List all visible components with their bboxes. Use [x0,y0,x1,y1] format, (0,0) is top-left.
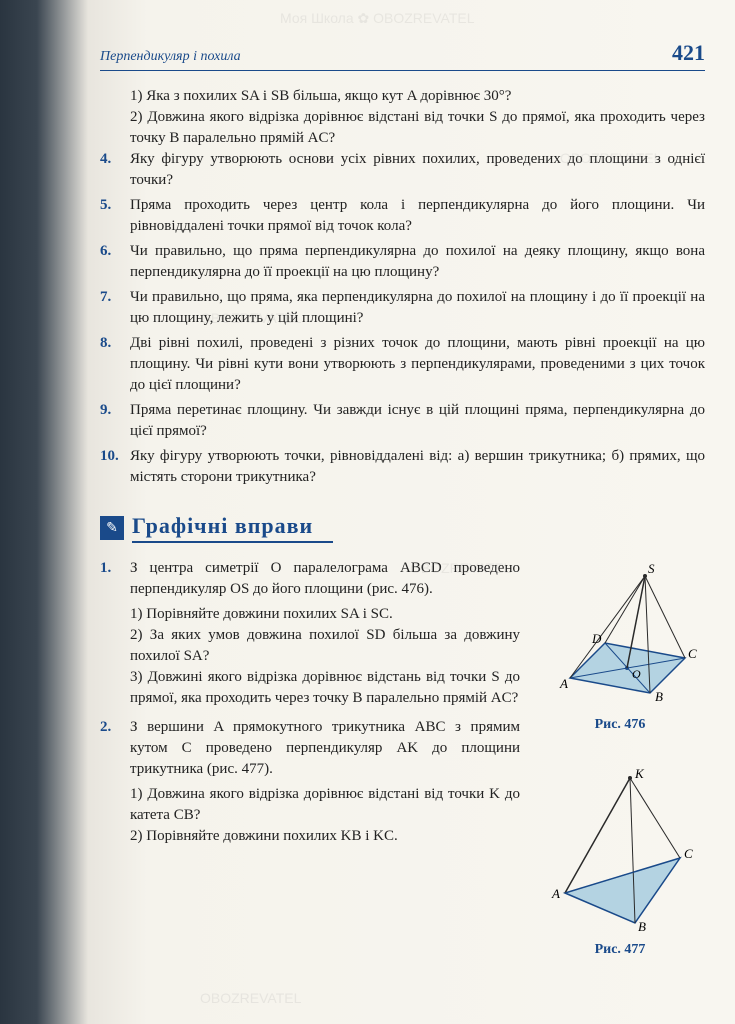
exercise-1-part-2: 2) За яких умов довжина похилої SD більш… [130,625,520,667]
question-text: Яку фігуру утворюють основи усіх рівних … [130,149,705,191]
label-c: C [684,846,693,861]
label-o: O [632,667,641,681]
questions-block: 1) Яка з похилих SA і SB більша, якщо ку… [100,86,705,488]
question-sub-2: 2) Довжина якого відрізка дорівнює відст… [130,107,705,149]
question-num: 6. [100,241,130,283]
question-6: 6. Чи правильно, що пряма перпендикулярн… [100,241,705,283]
label-s: S [648,561,655,576]
exercise-2-part-1: 1) Довжина якого відрізка дорівнює відст… [130,784,520,826]
question-7: 7. Чи правильно, що пряма, яка перпендик… [100,287,705,329]
question-num: 10. [100,446,130,488]
exercise-num: 2. [100,717,130,780]
exercise-1-part-3: 3) Довжині якого відрізка дорівнює відст… [130,667,520,709]
question-10: 10. Яку фігуру утворюють точки, рівновід… [100,446,705,488]
section-header: ✎ Графічні вправи [100,513,705,543]
line-sc [645,576,685,658]
question-9: 9. Пряма перетинає площину. Чи завжди іс… [100,400,705,442]
figures-column: S A B C D O Рис. 476 K [535,558,705,958]
label-k: K [634,766,645,781]
label-a: A [551,886,560,901]
exercise-num: 1. [100,558,130,600]
question-text: Пряма проходить через центр кола і перпе… [130,195,705,237]
pencil-icon: ✎ [100,516,124,540]
question-text: Пряма перетинає площину. Чи завжди існує… [130,400,705,442]
question-text: Дві рівні похилі, проведені з різних точ… [130,333,705,396]
question-num: 4. [100,149,130,191]
triangle [565,858,680,923]
exercise-intro: З вершини A прямокутного трикутника ABC … [130,717,520,780]
question-num: 7. [100,287,130,329]
figure-477-svg: K A B C [540,763,700,933]
question-num: 5. [100,195,130,237]
exercise-intro: З центра симетрії O паралелограма ABCD п… [130,558,520,600]
question-text: Чи правильно, що пряма перпендикулярна д… [130,241,705,283]
figure-477: K A B C Рис. 477 [535,763,705,958]
question-text: Яку фігуру утворюють точки, рівновіддале… [130,446,705,488]
question-4: 4. Яку фігуру утворюють основи усіх рівн… [100,149,705,191]
page-header: Перпендикуляр і похила 421 [100,40,705,71]
exercise-1: 1. З центра симетрії O паралелограма ABC… [100,558,520,600]
label-b: B [638,919,646,933]
question-num: 8. [100,333,130,396]
exercise-2-part-2: 2) Порівняйте довжини похилих KB і KC. [130,826,520,847]
label-b: B [655,689,663,704]
exercise-1-part-1: 1) Порівняйте довжини похилих SA і SC. [130,604,520,625]
figure-476: S A B C D O Рис. 476 [535,558,705,733]
page-number: 421 [672,40,705,66]
label-c: C [688,646,697,661]
question-num: 9. [100,400,130,442]
figure-477-caption: Рис. 477 [535,942,705,958]
label-d: D [591,631,602,646]
question-sub-1: 1) Яка з похилих SA і SB більша, якщо ку… [130,86,705,107]
label-a: A [559,676,568,691]
figure-476-svg: S A B C D O [540,558,700,708]
point-s [643,574,647,578]
figure-476-caption: Рис. 476 [535,717,705,733]
section-title: Графічні вправи [132,513,333,543]
line-kc [630,778,680,858]
exercise-text-column: 1. З центра симетрії O паралелограма ABC… [100,558,520,958]
point-k [628,776,632,780]
question-5: 5. Пряма проходить через центр кола і пе… [100,195,705,237]
exercises-block: 1. З центра симетрії O паралелограма ABC… [100,558,705,958]
header-title: Перпендикуляр і похила [100,49,241,65]
exercise-2: 2. З вершини A прямокутного трикутника A… [100,717,520,780]
question-text: Чи правильно, що пряма, яка перпендикуля… [130,287,705,329]
question-8: 8. Дві рівні похилі, проведені з різних … [100,333,705,396]
